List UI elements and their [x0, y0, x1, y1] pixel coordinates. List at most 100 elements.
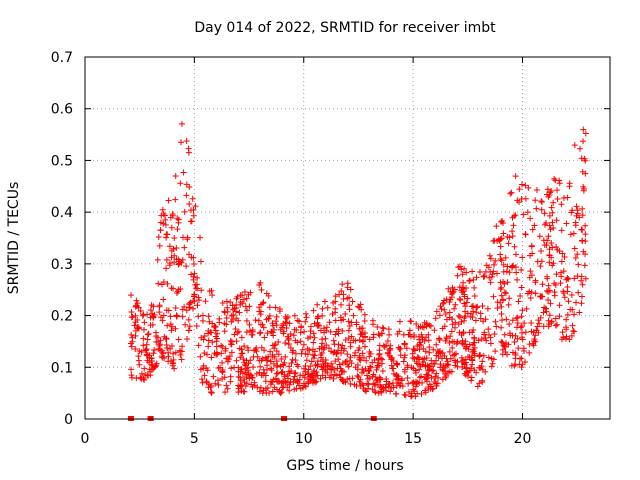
data-point: [269, 320, 276, 327]
y-tick-label: 0.2: [51, 309, 73, 325]
data-point: [546, 287, 553, 294]
data-point: [413, 321, 420, 328]
data-point: [402, 392, 409, 399]
data-point: [146, 352, 153, 359]
data-point: [218, 350, 225, 357]
data-point: [311, 334, 318, 341]
data-point: [548, 239, 555, 246]
data-point: [248, 331, 255, 338]
plot-frame: [84, 56, 611, 420]
data-point: [226, 353, 233, 360]
data-point: [528, 242, 535, 249]
data-point: [165, 353, 172, 360]
data-point: [155, 338, 162, 345]
data-point: [203, 365, 210, 372]
data-point: [223, 298, 230, 305]
data-point: [436, 312, 443, 319]
data-point: [333, 349, 340, 356]
data-point: [272, 341, 279, 348]
data-point: [443, 362, 450, 369]
data-point: [287, 330, 294, 337]
data-point: [173, 245, 180, 252]
data-point: [244, 364, 251, 371]
data-point: [305, 366, 312, 373]
data-point: [221, 308, 228, 315]
data-point: [302, 383, 309, 390]
data-point: [470, 276, 477, 283]
data-point: [219, 368, 226, 375]
data-point: [476, 380, 483, 387]
data-point: [385, 326, 392, 333]
y-tick-label: 0.5: [51, 153, 73, 169]
data-point: [190, 273, 197, 280]
data-point: [509, 332, 516, 339]
data-point: [318, 343, 325, 350]
data-point: [359, 369, 366, 376]
data-point: [451, 351, 458, 358]
data-point: [264, 362, 271, 369]
data-point: [201, 333, 208, 340]
data-point: [546, 259, 553, 266]
data-point: [404, 375, 411, 382]
data-point: [138, 375, 145, 382]
data-point: [155, 346, 162, 353]
data-point: [132, 312, 139, 319]
points-layer: [127, 120, 589, 421]
data-point: [347, 343, 354, 350]
data-point: [132, 302, 139, 309]
data-point: [582, 231, 589, 238]
data-point: [578, 293, 585, 300]
data-point: [191, 270, 198, 277]
data-point: [380, 325, 387, 332]
data-point: [132, 319, 139, 326]
data-point: [580, 138, 587, 145]
data-point: [483, 337, 490, 344]
data-point: [437, 361, 444, 368]
data-point: [161, 333, 168, 340]
data-point: [175, 219, 182, 226]
data-point: [167, 313, 174, 320]
data-point: [317, 327, 324, 334]
data-point: [207, 384, 214, 391]
data-point: [267, 348, 274, 355]
data-point: [310, 307, 317, 314]
data-point: [473, 369, 480, 376]
data-point: [186, 184, 193, 191]
data-point: [324, 362, 331, 369]
data-point: [163, 341, 170, 348]
data-point: [223, 315, 230, 321]
data-point: [446, 339, 453, 346]
data-point: [190, 207, 197, 214]
data-point: [228, 349, 235, 356]
data-point: [545, 282, 552, 289]
data-point: [340, 295, 347, 302]
data-point: [406, 327, 413, 334]
data-point: [133, 297, 140, 304]
data-point: [321, 344, 328, 351]
data-point: [553, 243, 560, 250]
data-point: [473, 309, 480, 316]
data-point: [498, 218, 505, 225]
data-point: [170, 246, 177, 253]
data-point: [561, 294, 568, 301]
data-point: [488, 273, 495, 280]
data-point: [199, 376, 206, 383]
data-point: [488, 363, 495, 370]
data-point: [549, 219, 556, 226]
data-point: [223, 382, 230, 389]
data-point: [224, 358, 231, 365]
data-point: [532, 338, 539, 345]
data-point: [322, 366, 329, 373]
data-point: [153, 360, 160, 367]
data-point: [296, 318, 303, 325]
data-point: [439, 325, 446, 332]
data-point: [578, 273, 585, 280]
data-point: [286, 387, 293, 394]
data-point: [498, 317, 505, 324]
data-point: [513, 315, 520, 322]
data-point: [452, 301, 459, 308]
data-point: [546, 222, 553, 229]
data-point: [160, 278, 167, 285]
data-point: [487, 255, 494, 262]
data-point: [246, 303, 253, 310]
